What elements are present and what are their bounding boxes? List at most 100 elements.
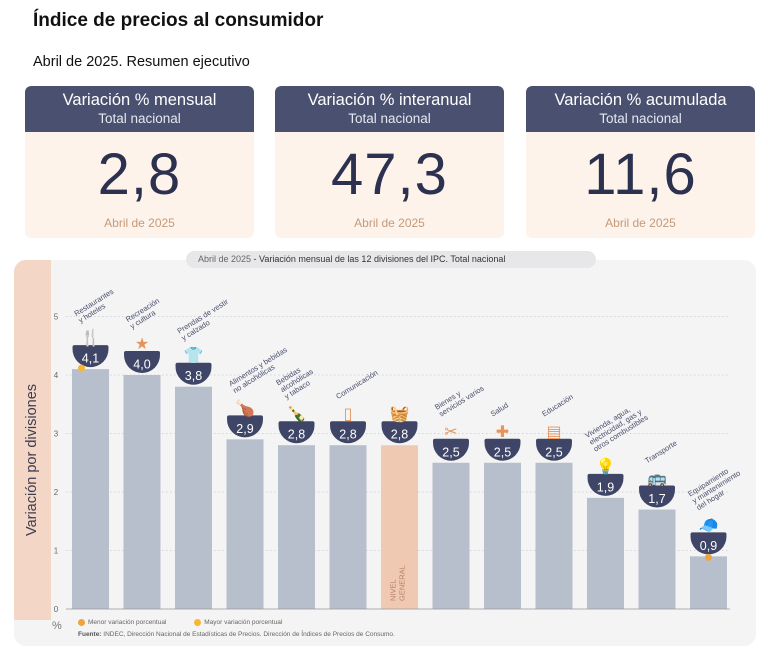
value-label: 0,9	[700, 539, 717, 553]
bar	[535, 462, 573, 609]
value-bubble	[227, 419, 263, 438]
category-label: Prendas de vestiry calzado	[176, 297, 235, 343]
health-cross-icon: ✚	[496, 422, 509, 441]
value-label: 2,5	[545, 445, 562, 459]
bar	[72, 369, 109, 609]
bar	[226, 439, 264, 609]
lightbulb-icon: 💡	[596, 457, 616, 476]
value-bubble	[175, 366, 212, 385]
chart-title-text: - Variación mensual de las 12 divisiones…	[251, 254, 506, 264]
bar	[175, 386, 212, 609]
hat-icon: 🧢	[699, 515, 719, 534]
value-bubble-cap	[330, 421, 366, 427]
bar	[638, 509, 676, 609]
source-label: Fuente:	[78, 631, 102, 638]
value-bubble	[381, 425, 418, 444]
bar	[690, 556, 727, 609]
y-tick-label: 3	[54, 430, 59, 439]
phone-icon: ▯	[344, 404, 353, 423]
card-yearly-value: 47,3	[331, 142, 448, 207]
value-bubble	[690, 536, 727, 555]
value-label: 1,7	[648, 492, 665, 506]
value-bubble-cap	[175, 362, 212, 368]
value-bubble	[536, 442, 572, 461]
bar	[587, 497, 624, 609]
bar	[432, 462, 470, 609]
legend-min-dot	[78, 619, 85, 626]
value-label: 4,1	[82, 352, 99, 366]
page-subtitle: Abril de 2025. Resumen ejecutivo	[33, 54, 250, 70]
card-yearly-title: Variación % interanual	[307, 91, 472, 109]
y-tick-label: 0	[54, 605, 59, 614]
legend-max-dot	[194, 619, 202, 626]
y-tick-label: 2	[54, 488, 59, 497]
page-title: Índice de precios al consumidor	[33, 10, 324, 31]
category-label: Salud	[489, 401, 510, 419]
card-accumulated-subtitle: Total nacional	[599, 111, 682, 126]
y-axis-strip	[14, 260, 51, 620]
max-marker	[78, 364, 85, 372]
min-marker	[705, 553, 712, 561]
category-label: Restaurantesy hoteles	[73, 287, 120, 325]
value-label: 2,5	[442, 445, 459, 459]
recreation-icon: ★	[135, 334, 149, 353]
bar	[381, 445, 418, 609]
card-monthly-title: Variación % mensual	[62, 91, 217, 109]
chart-legend: Menor variación porcentual Mayor variaci…	[78, 619, 282, 626]
y-tick-label: 4	[54, 371, 59, 380]
card-monthly-value: 2,8	[97, 142, 182, 207]
category-label-line: Salud	[489, 401, 510, 419]
value-bubble	[330, 425, 366, 444]
value-bubble	[484, 442, 521, 461]
value-bubble-cap	[639, 485, 675, 491]
value-label: 3,8	[185, 369, 202, 383]
chart-source: Fuente: INDEC, Dirección Nacional de Est…	[78, 631, 395, 638]
category-label: Bienes yservicios varios	[433, 377, 486, 419]
value-bubble-cap	[278, 421, 315, 427]
bar-inner-label-line: GENERAL	[398, 565, 407, 601]
value-bubble-cap	[433, 438, 469, 444]
value-label: 2,8	[339, 428, 356, 442]
legend-min-label: Menor variación porcentual	[88, 619, 167, 627]
legend-item-max: Mayor variación porcentual	[194, 619, 282, 626]
value-bubble	[587, 477, 624, 496]
bar	[329, 445, 367, 609]
value-bubble-cap	[227, 415, 263, 421]
category-label: Equipamientoy mantenimientodel hogar	[686, 462, 746, 512]
card-accumulated-value: 11,6	[584, 142, 697, 207]
value-bubble-cap	[124, 351, 160, 356]
source-text: INDEC, Dirección Nacional de Estadística…	[101, 631, 395, 638]
food-icon: 🍗	[235, 398, 255, 417]
value-label: 2,9	[236, 422, 253, 436]
category-label: Recreacióny cultura	[124, 296, 165, 331]
legend-item-min: Menor variación porcentual	[78, 619, 166, 626]
category-label: Transporte	[643, 439, 678, 466]
value-label: 1,9	[597, 480, 614, 494]
tools-icon: ✂	[444, 422, 457, 441]
value-label: 4,0	[133, 358, 150, 372]
bar	[278, 445, 315, 609]
value-label: 2,8	[288, 428, 305, 442]
category-label-line: Transporte	[643, 439, 678, 466]
value-label: 2,8	[391, 428, 408, 442]
y-tick-label: 1	[54, 547, 59, 556]
card-accumulated-header: Variación % acumulada Total nacional	[526, 86, 755, 132]
card-yearly-date: Abril de 2025	[354, 216, 425, 230]
beverage-icon: 🍾	[287, 404, 307, 423]
y-axis-unit: %	[52, 620, 62, 632]
card-yearly-subtitle: Total nacional	[348, 111, 431, 126]
value-label: 2,5	[494, 445, 511, 459]
book-icon: ▤	[546, 422, 561, 441]
card-accumulated-title: Variación % acumulada	[554, 91, 727, 109]
value-bubble-cap	[690, 532, 727, 538]
bus-icon: 🚌	[647, 469, 667, 488]
bar-inner-label-line: NIVEL	[389, 579, 398, 601]
card-yearly: Variación % interanual Total nacional 47…	[275, 86, 504, 238]
value-bubble	[433, 442, 469, 461]
category-label: Vivienda, agua,electricidad, gas yotros …	[583, 399, 649, 453]
value-bubble-cap	[484, 438, 521, 444]
restaurant-icon: 🍴	[81, 328, 101, 347]
card-yearly-header: Variación % interanual Total nacional	[275, 86, 504, 132]
legend-max-label: Mayor variación porcentual	[204, 619, 283, 627]
clothing-icon: 👕	[184, 346, 204, 365]
